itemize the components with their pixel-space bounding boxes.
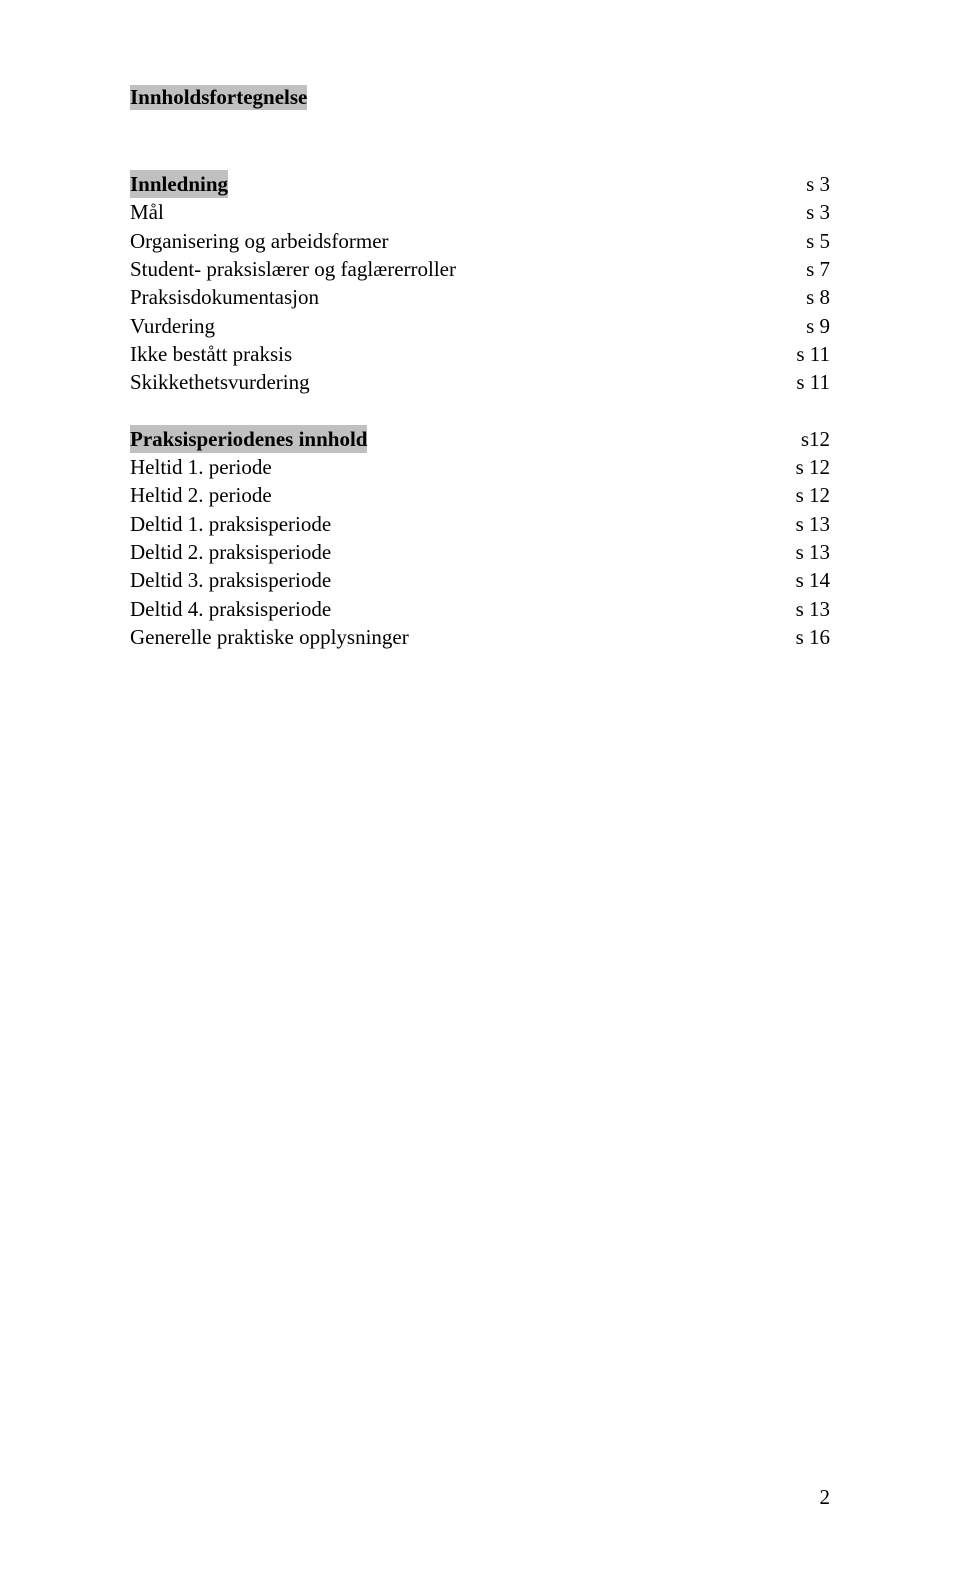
toc-item: Mål s 3 (130, 198, 830, 226)
toc-item: Organisering og arbeidsformer s 5 (130, 227, 830, 255)
toc-item: Deltid 4. praksisperiode s 13 (130, 595, 830, 623)
page-ref: s 13 (796, 510, 830, 538)
toc-label: Deltid 4. praksisperiode (130, 595, 331, 623)
toc-heading-row: Praksisperiodenes innhold s12 (130, 425, 830, 453)
toc-label: Skikkethetsvurdering (130, 368, 310, 396)
toc-heading-row: Innledning s 3 (130, 170, 830, 198)
toc-item: Deltid 2. praksisperiode s 13 (130, 538, 830, 566)
toc-label: Student- praksislærer og faglærerroller (130, 255, 456, 283)
toc-item: Vurdering s 9 (130, 312, 830, 340)
toc-item: Ikke bestått praksis s 11 (130, 340, 830, 368)
page-ref: s 14 (796, 566, 830, 594)
toc-label: Praksisdokumentasjon (130, 283, 319, 311)
page-ref: s 11 (796, 340, 830, 368)
page-ref: s 16 (796, 623, 830, 651)
toc-item: Heltid 2. periode s 12 (130, 481, 830, 509)
page-ref: s 12 (796, 453, 830, 481)
page-ref: s 13 (796, 595, 830, 623)
page-ref: s 5 (806, 227, 830, 255)
toc-group-innledning: Innledning s 3 Mål s 3 Organisering og a… (130, 170, 830, 397)
page-ref: s 3 (806, 170, 830, 198)
toc-label: Ikke bestått praksis (130, 340, 292, 368)
page-ref: s 11 (796, 368, 830, 396)
page-ref: s 7 (806, 255, 830, 283)
toc-label: Deltid 1. praksisperiode (130, 510, 331, 538)
page-number: 2 (820, 1485, 831, 1510)
section-heading: Innledning (130, 170, 228, 198)
page-ref: s 13 (796, 538, 830, 566)
page-ref: s 9 (806, 312, 830, 340)
toc-item: Student- praksislærer og faglærerroller … (130, 255, 830, 283)
toc-item: Generelle praktiske opplysninger s 16 (130, 623, 830, 651)
document-title: Innholdsfortegnelse (130, 85, 307, 110)
toc-item: Praksisdokumentasjon s 8 (130, 283, 830, 311)
toc-item: Heltid 1. periode s 12 (130, 453, 830, 481)
toc-label: Vurdering (130, 312, 215, 340)
page-ref: s12 (801, 425, 830, 453)
toc-label: Deltid 2. praksisperiode (130, 538, 331, 566)
toc-item: Deltid 3. praksisperiode s 14 (130, 566, 830, 594)
toc-item: Deltid 1. praksisperiode s 13 (130, 510, 830, 538)
page-ref: s 3 (806, 198, 830, 226)
toc-label: Mål (130, 198, 164, 226)
toc-label: Generelle praktiske opplysninger (130, 623, 409, 651)
toc-item: Skikkethetsvurdering s 11 (130, 368, 830, 396)
toc-group-praksisperiodenes: Praksisperiodenes innhold s12 Heltid 1. … (130, 425, 830, 652)
toc-label: Heltid 2. periode (130, 481, 272, 509)
toc-label: Heltid 1. periode (130, 453, 272, 481)
section-heading: Praksisperiodenes innhold (130, 425, 367, 453)
toc-label: Organisering og arbeidsformer (130, 227, 389, 255)
page-ref: s 8 (806, 283, 830, 311)
toc-label: Deltid 3. praksisperiode (130, 566, 331, 594)
page-ref: s 12 (796, 481, 830, 509)
